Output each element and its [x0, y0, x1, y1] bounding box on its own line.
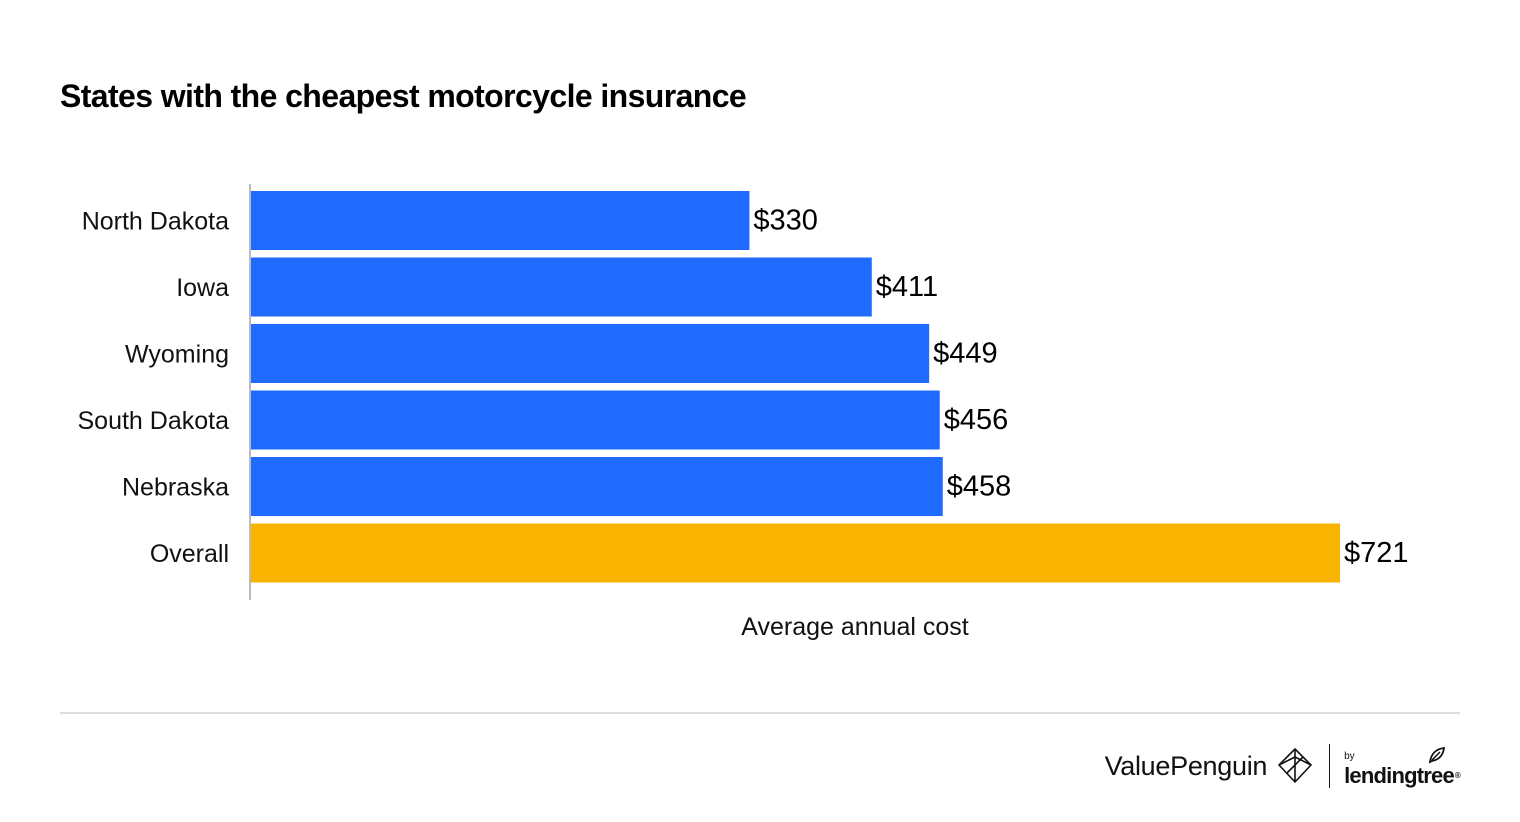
bar-overall: [251, 523, 1340, 583]
trademark-symbol: ®: [1454, 771, 1461, 780]
category-label-wyoming: Wyoming: [125, 341, 229, 369]
valuepenguin-wordmark: ValuePenguin: [1104, 750, 1268, 781]
category-label-iowa: Iowa: [176, 274, 229, 302]
value-label-north-dakota: $330: [753, 205, 818, 237]
bar-nebraska: [251, 457, 943, 516]
leaf-icon: [1428, 746, 1446, 764]
value-label-overall: $721: [1344, 537, 1409, 569]
category-label-overall: Overall: [150, 540, 229, 568]
footer-branding: ValuePenguin by lendingtree®: [1104, 742, 1461, 790]
brand-separator: [1329, 744, 1331, 788]
chart-title: States with the cheapest motorcycle insu…: [60, 78, 747, 114]
lendingtree-wordmark: lendingtree: [1344, 763, 1455, 788]
value-label-south-dakota: $456: [944, 404, 1009, 436]
footer-divider: [60, 712, 1460, 714]
value-label-wyoming: $449: [933, 338, 998, 370]
bar-south-dakota: [251, 390, 940, 450]
bar-north-dakota: [251, 191, 750, 250]
category-label-north-dakota: North Dakota: [82, 208, 229, 236]
value-label-iowa: $411: [876, 271, 938, 303]
value-label-nebraska: $458: [947, 471, 1012, 503]
bar-chart: North Dakota $330 Iowa $411 Wyoming $449 South…: [78, 184, 1409, 641]
bar-iowa: [251, 257, 872, 317]
bar-wyoming: [251, 324, 930, 383]
partner-prefix: by: [1344, 751, 1355, 762]
category-label-south-dakota: South Dakota: [78, 407, 230, 435]
valuepenguin-logo-icon: [1278, 748, 1312, 783]
x-axis-label: Average annual cost: [741, 613, 969, 641]
lendingtree-logo: by lendingtree®: [1344, 744, 1461, 788]
category-label-nebraska: Nebraska: [122, 474, 229, 502]
